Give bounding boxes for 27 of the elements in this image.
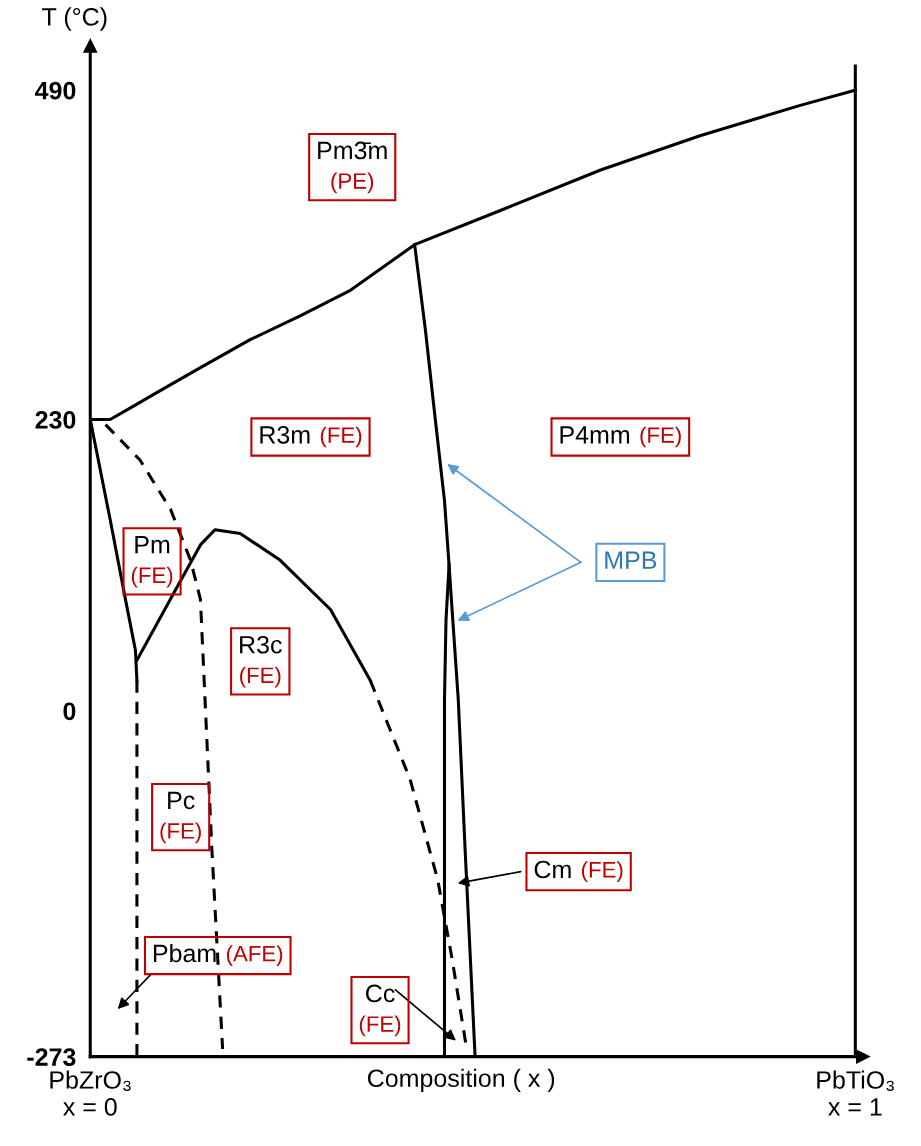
y-tick-label: -273 xyxy=(27,1048,76,1066)
annotation: Pm xyxy=(135,536,170,554)
annotation: Pbam xyxy=(153,943,216,963)
y-tick-label: 0 xyxy=(63,702,76,721)
x-tick-label: PbZrO₃ x = 0 xyxy=(50,1070,131,1116)
y-axis-title: T (°C) xyxy=(42,7,107,31)
annotation: R3m xyxy=(260,426,310,444)
annotation: Pm3̄m xyxy=(318,141,387,160)
annotation: (PE) xyxy=(331,172,374,194)
annotation: (FE) xyxy=(131,566,173,588)
annotation: (FE) xyxy=(320,426,362,448)
y-tick-label: 490 xyxy=(35,81,76,100)
annotation: Pc xyxy=(168,791,195,810)
x-tick-label: PbTiO₃ x = 1 xyxy=(817,1070,894,1116)
annotation: P4mm xyxy=(560,426,630,444)
annotation: Cc xyxy=(366,984,395,1003)
annotation: R3c xyxy=(240,635,282,654)
annotation: Cm xyxy=(534,860,571,879)
annotation: (FE) xyxy=(640,426,681,448)
annotation: (FE) xyxy=(240,666,281,688)
annotation: (AFE) xyxy=(226,945,283,966)
y-tick-label: 230 xyxy=(35,411,76,429)
annotation: (FE) xyxy=(359,1015,401,1037)
annotation: (FE) xyxy=(160,822,201,844)
annotation: MPB xyxy=(605,551,657,569)
annotation: (FE) xyxy=(582,861,623,882)
x-axis-title: Composition ( x ) xyxy=(367,1068,555,1093)
